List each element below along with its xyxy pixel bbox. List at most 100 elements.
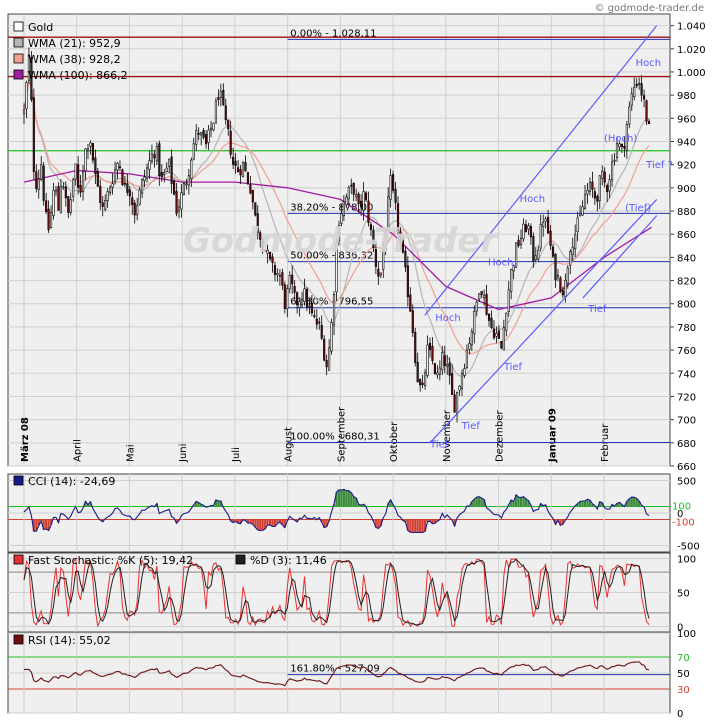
candle — [379, 272, 382, 276]
candle — [337, 225, 341, 242]
candle — [369, 224, 373, 230]
candle — [463, 368, 466, 376]
candle — [372, 229, 375, 249]
candle — [571, 246, 574, 255]
candle — [554, 254, 557, 281]
candle — [345, 196, 348, 206]
stoch-k-line — [23, 557, 650, 627]
candle — [404, 250, 407, 268]
candle — [328, 347, 331, 371]
candle — [101, 202, 104, 207]
candle — [364, 192, 368, 201]
candle — [443, 355, 446, 366]
candle — [91, 143, 94, 161]
month-label: Juni — [178, 444, 189, 463]
trend-line — [424, 25, 658, 316]
cci-reference-label: -100 — [672, 518, 695, 529]
legend-label: RSI (14): 55,02 — [28, 634, 111, 647]
candle — [527, 225, 530, 230]
candle — [606, 185, 609, 193]
candle — [510, 269, 513, 292]
candle — [219, 90, 222, 98]
candle — [421, 382, 424, 386]
candle — [264, 250, 267, 252]
stoch-tick-label: 50 — [677, 589, 690, 600]
candle — [81, 171, 85, 192]
candle — [113, 169, 117, 182]
annotation-label: Tief ? — [645, 160, 673, 171]
candle — [278, 274, 281, 277]
price-tick-label: 680 — [677, 439, 696, 450]
price-tick-label: 960 — [677, 114, 696, 125]
month-label: Mai — [125, 444, 136, 462]
candle — [497, 330, 500, 339]
price-tick-label: 700 — [677, 416, 696, 427]
candle — [446, 364, 449, 367]
candle — [360, 200, 363, 208]
candle — [315, 318, 318, 325]
candle — [613, 159, 616, 162]
price-tick-label: 860 — [677, 230, 696, 241]
legend-swatch — [13, 21, 24, 32]
candle — [27, 54, 31, 81]
candle — [596, 196, 599, 202]
candle — [232, 157, 235, 165]
price-tick-label: 780 — [677, 323, 696, 334]
candle — [426, 344, 429, 376]
candle — [436, 372, 439, 376]
candle — [305, 288, 309, 308]
candle — [77, 164, 80, 188]
price-panel: 660 680 700 720 740 760 780 800 820 840 860 880 900 9… — [8, 14, 706, 473]
candle — [214, 100, 218, 124]
candle — [355, 194, 358, 198]
annotation-label: Hoch — [435, 313, 460, 324]
legend-layer: Gold WMA (21): 952,9 WMA (38): 928,2 WMA (1… — [13, 21, 327, 647]
candle — [141, 179, 144, 194]
candle — [581, 206, 584, 216]
cci-panel: 500 0 -500 100 -100 — [8, 474, 700, 553]
candle — [303, 288, 306, 302]
candle — [628, 106, 631, 125]
candle — [332, 294, 336, 326]
month-label: Januar 09 — [547, 408, 558, 463]
candle — [642, 95, 646, 100]
candle — [532, 235, 535, 262]
candle — [57, 186, 60, 211]
candle — [387, 196, 390, 232]
candle — [350, 184, 353, 187]
candle — [623, 145, 626, 149]
cci-tick-label: 500 — [677, 477, 696, 488]
candle — [438, 367, 441, 375]
candle — [212, 122, 215, 131]
candle — [389, 175, 392, 200]
candle — [133, 202, 136, 216]
candle — [148, 160, 151, 170]
rsi-fib-label: 161.80% - 527,09 — [290, 664, 379, 675]
candle — [487, 313, 491, 321]
candle — [325, 360, 328, 368]
candle — [618, 143, 621, 148]
month-label: Oktober — [389, 421, 400, 462]
annotation-label: Tief — [587, 304, 607, 315]
candle — [564, 280, 567, 297]
rsi-reference-label: 30 — [677, 685, 690, 696]
candle — [22, 109, 26, 115]
price-tick-label: 720 — [677, 392, 696, 403]
candle — [308, 305, 311, 308]
candle — [534, 255, 537, 261]
candle — [271, 256, 274, 263]
candle — [320, 324, 323, 339]
candle — [96, 170, 99, 187]
candle — [579, 213, 582, 217]
candle — [74, 163, 77, 180]
candle — [451, 373, 454, 395]
candle — [222, 89, 225, 105]
candle — [37, 178, 40, 190]
candle — [79, 185, 82, 193]
candle — [207, 129, 210, 143]
candle — [608, 179, 611, 192]
candle — [165, 167, 168, 172]
candle — [128, 189, 131, 197]
candle — [118, 166, 122, 169]
candle — [490, 317, 493, 329]
